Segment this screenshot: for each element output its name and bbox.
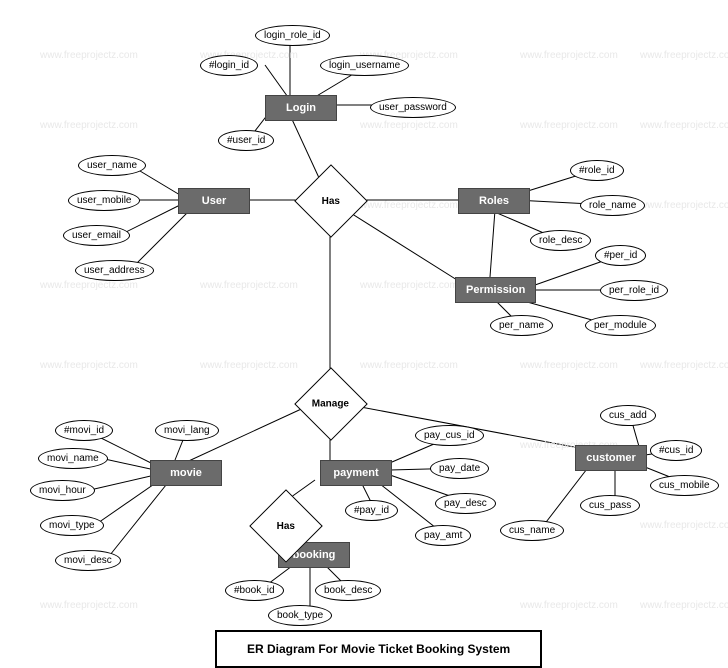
attr-cus_pass: cus_pass (580, 495, 640, 516)
attr-user_name: user_name (78, 155, 146, 176)
attr-cus_mobile: cus_mobile (650, 475, 719, 496)
attr-movi_name: movi_name (38, 448, 108, 469)
attr-cus_add: cus_add (600, 405, 656, 426)
attr-pay_id: #pay_id (345, 500, 398, 521)
entity-roles: Roles (458, 188, 530, 214)
watermark: www.freeprojectz.com (40, 280, 138, 291)
watermark: www.freeprojectz.com (360, 360, 458, 371)
entity-login: Login (265, 95, 337, 121)
watermark: www.freeprojectz.com (520, 600, 618, 611)
relationship-manage: Manage (294, 367, 368, 441)
watermark: www.freeprojectz.com (40, 600, 138, 611)
attr-per_module: per_module (585, 315, 656, 336)
attr-movi_hour: movi_hour (30, 480, 95, 501)
attr-login_username: login_username (320, 55, 409, 76)
watermark: www.freeprojectz.com (520, 360, 618, 371)
entity-user: User (178, 188, 250, 214)
attr-user_password: user_password (370, 97, 456, 118)
watermark: www.freeprojectz.com (640, 50, 728, 61)
attr-pay_cus_id: pay_cus_id (415, 425, 484, 446)
attr-pay_amt: pay_amt (415, 525, 471, 546)
entity-permission: Permission (455, 277, 536, 303)
relationship-has-top: Has (294, 164, 368, 238)
attr-user_id: #user_id (218, 130, 274, 151)
watermark: www.freeprojectz.com (360, 280, 458, 291)
attr-user_email: user_email (63, 225, 130, 246)
watermark: www.freeprojectz.com (520, 50, 618, 61)
attr-per_id: #per_id (595, 245, 646, 266)
watermark: www.freeprojectz.com (640, 200, 728, 211)
attr-user_mobile: user_mobile (68, 190, 140, 211)
watermark: www.freeprojectz.com (640, 600, 728, 611)
diagram-title: ER Diagram For Movie Ticket Booking Syst… (215, 630, 542, 668)
attr-book_desc: book_desc (315, 580, 381, 601)
watermark: www.freeprojectz.com (40, 360, 138, 371)
er-diagram-canvas: www.freeprojectz.com www.freeprojectz.com… (0, 0, 728, 667)
attr-movi_lang: movi_lang (155, 420, 219, 441)
attr-role_name: role_name (580, 195, 645, 216)
attr-login_role_id: login_role_id (255, 25, 330, 46)
attr-role_desc: role_desc (530, 230, 591, 251)
attr-user_address: user_address (75, 260, 154, 281)
attr-pay_date: pay_date (430, 458, 489, 479)
attr-movi_desc: movi_desc (55, 550, 121, 571)
entity-payment: payment (320, 460, 392, 486)
watermark: www.freeprojectz.com (360, 120, 458, 131)
attr-cus_id: #cus_id (650, 440, 702, 461)
watermark: www.freeprojectz.com (640, 120, 728, 131)
watermark: www.freeprojectz.com (40, 50, 138, 61)
attr-movi_type: movi_type (40, 515, 104, 536)
watermark: www.freeprojectz.com (200, 280, 298, 291)
attr-pay_desc: pay_desc (435, 493, 496, 514)
attr-login_id: #login_id (200, 55, 258, 76)
attr-role_id: #role_id (570, 160, 624, 181)
attr-per_name: per_name (490, 315, 553, 336)
watermark: www.freeprojectz.com (200, 360, 298, 371)
watermark: www.freeprojectz.com (640, 360, 728, 371)
watermark: www.freeprojectz.com (520, 120, 618, 131)
attr-per_role_id: per_role_id (600, 280, 668, 301)
watermark: www.freeprojectz.com (40, 120, 138, 131)
entity-customer: customer (575, 445, 647, 471)
watermark: www.freeprojectz.com (640, 520, 728, 531)
attr-movi_id: #movi_id (55, 420, 113, 441)
attr-book_id: #book_id (225, 580, 284, 601)
watermark: www.freeprojectz.com (360, 200, 458, 211)
attr-cus_name: cus_name (500, 520, 564, 541)
entity-movie: movie (150, 460, 222, 486)
attr-book_type: book_type (268, 605, 332, 626)
